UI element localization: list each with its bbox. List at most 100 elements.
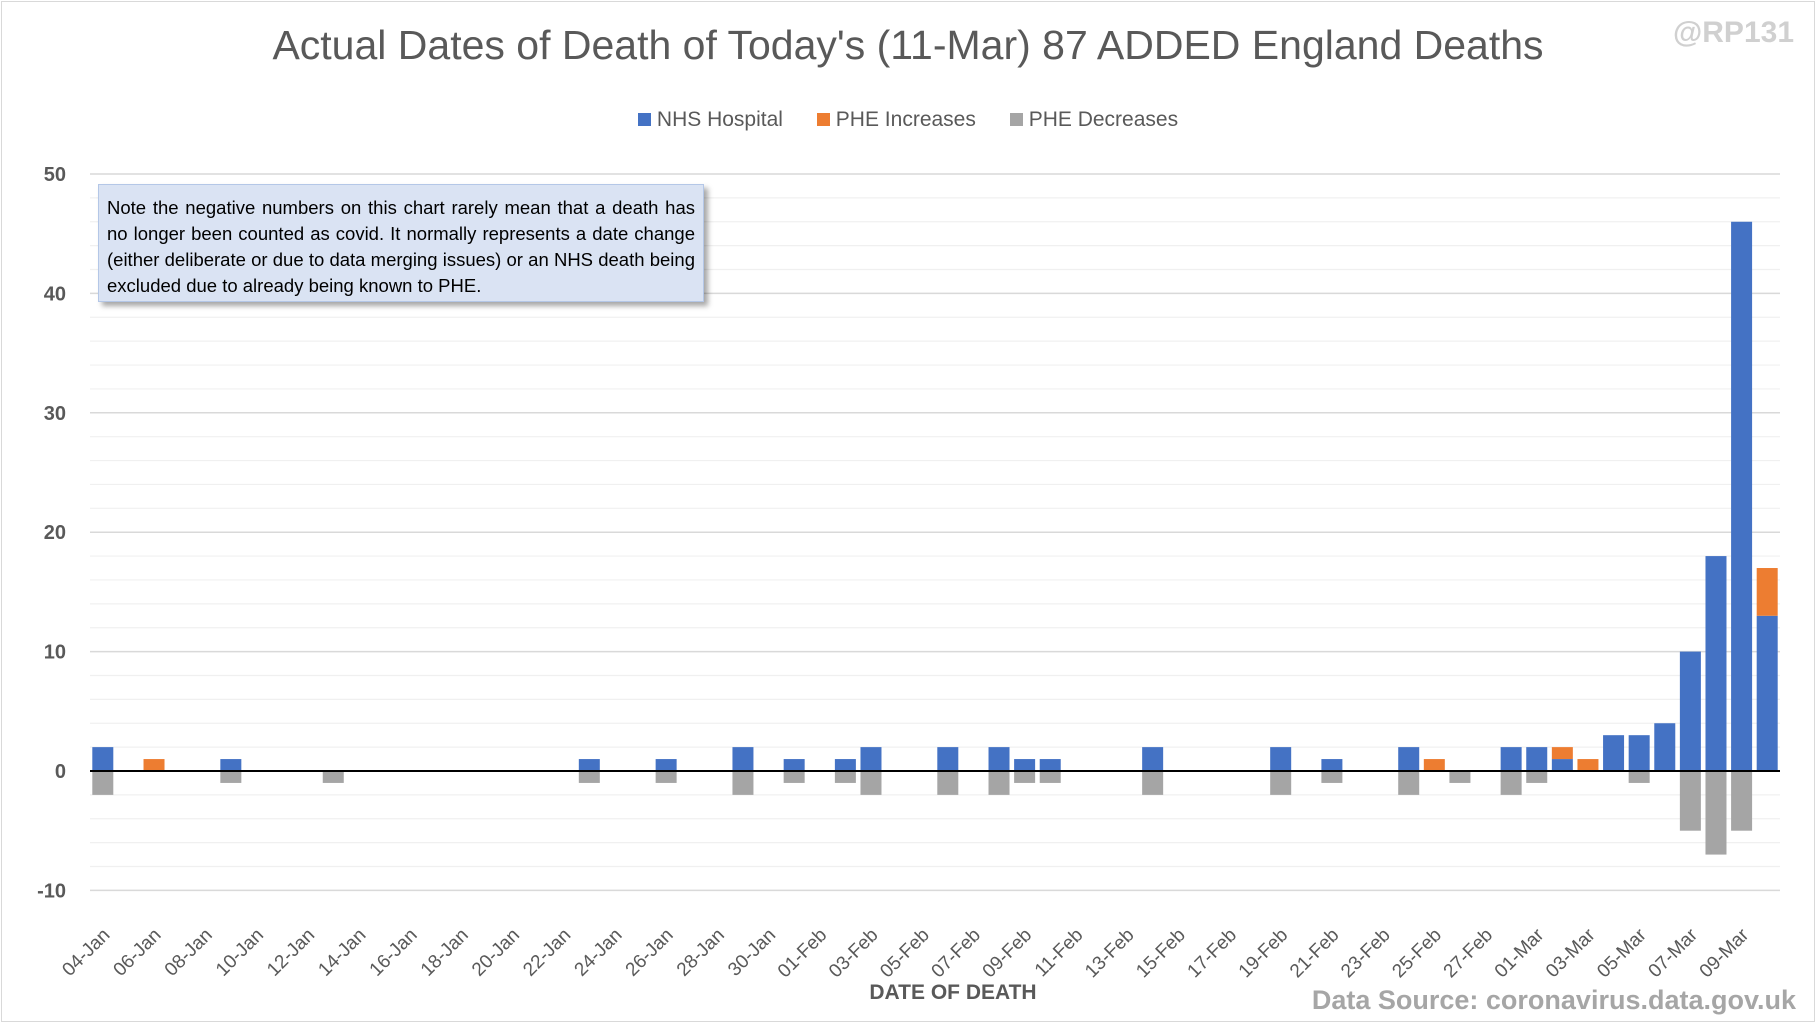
bar-nhs-hospital [1705,556,1727,771]
x-tick-label: 05-Feb [876,925,933,982]
y-tick-label: 40 [44,283,66,305]
bar-nhs-hospital [1654,723,1676,771]
legend-item-phe-decreases: PHE Decreases [1009,108,1178,132]
bar-phe-decreases [1014,771,1036,783]
bar-nhs-hospital [1500,747,1522,771]
bar-phe-decreases [92,771,114,795]
bar-phe-decreases [937,771,959,795]
x-tick-label: 13-Feb [1081,925,1138,982]
bar-nhs-hospital [220,759,242,771]
legend: NHS Hospital PHE Increases PHE Decreases [0,108,1816,132]
x-tick-label: 01-Mar [1491,924,1549,982]
bar-phe-decreases [834,771,856,783]
y-tick-label: -10 [37,880,66,902]
x-tick-label: 06-Jan [110,925,166,981]
bar-phe-decreases [1039,771,1061,783]
x-tick-label: 14-Jan [314,925,370,981]
bar-nhs-hospital [834,759,856,771]
x-tick-label: 09-Feb [979,925,1036,982]
x-tick-label: 22-Jan [519,925,575,981]
x-tick-label: 26-Jan [622,925,678,981]
bar-nhs-hospital [1270,747,1292,771]
bar-nhs-hospital [1039,759,1061,771]
bar-nhs-hospital [1014,759,1036,771]
watermark: @RP131 [1673,16,1794,49]
legend-label: PHE Increases [835,108,976,131]
bar-nhs-hospital [1551,759,1573,771]
legend-swatch [816,113,830,126]
bar-phe-decreases [220,771,242,783]
legend-swatch [1009,113,1023,126]
x-tick-label: 30-Jan [724,925,780,981]
x-tick-label: 27-Feb [1440,925,1497,982]
bar-nhs-hospital [1731,221,1753,771]
bar-phe-decreases [1321,771,1343,783]
x-tick-label: 17-Feb [1184,925,1241,982]
y-tick-label: 50 [44,164,66,186]
x-tick-label: 10-Jan [212,925,268,981]
bar-phe-decreases [1679,771,1701,831]
x-tick-label: 04-Jan [58,925,114,981]
bar-phe-decreases [1526,771,1548,783]
x-tick-label: 07-Mar [1645,924,1703,982]
bar-phe-decreases [655,771,677,783]
bar-nhs-hospital [655,759,677,771]
bar-phe-decreases [578,771,600,783]
bar-phe-increases [1756,568,1778,616]
bar-phe-increases [1551,747,1573,760]
x-tick-label: 08-Jan [161,925,217,981]
x-tick-label: 03-Mar [1542,924,1600,982]
x-tick-label: 05-Mar [1593,924,1651,982]
bar-phe-decreases [988,771,1010,795]
bar-phe-increases [143,759,165,771]
y-tick-label: 10 [44,642,66,664]
bar-phe-increases [1577,759,1599,771]
legend-item-nhs-hospital: NHS Hospital [637,108,783,132]
x-tick-label: 07-Feb [928,925,985,982]
x-tick-label: 12-Jan [263,925,319,981]
x-tick-label: 11-Feb [1031,925,1087,981]
bar-nhs-hospital [92,747,114,771]
bar-phe-decreases [1500,771,1522,795]
legend-label: NHS Hospital [656,108,783,131]
bar-nhs-hospital [732,747,754,771]
bar-phe-decreases [1142,771,1164,795]
bar-nhs-hospital [578,759,600,771]
x-tick-label: 18-Jan [417,925,473,981]
chart-title: Actual Dates of Death of Today's (11-Mar… [272,22,1544,68]
bar-phe-decreases [1705,771,1727,855]
legend-swatch [637,113,651,126]
x-tick-label: 21-Feb [1286,925,1343,982]
x-tick-label: 19-Feb [1235,925,1292,982]
x-tick-label: 01-Feb [774,925,831,982]
x-tick-label: 09-Mar [1696,924,1754,982]
bar-phe-decreases [1731,771,1753,831]
bar-phe-decreases [783,771,805,783]
x-tick-label: 20-Jan [468,925,524,981]
x-tick-label: 16-Jan [366,925,422,981]
bar-phe-decreases [860,771,882,795]
bar-nhs-hospital [1756,615,1778,771]
x-tick-label: 28-Jan [673,925,729,981]
bar-nhs-hospital [1142,747,1164,771]
x-tick-label: 15-Feb [1132,925,1189,982]
bar-nhs-hospital [860,747,882,771]
bar-nhs-hospital [1398,747,1420,771]
bar-phe-decreases [732,771,754,795]
bar-nhs-hospital [1679,651,1701,771]
bar-phe-increases [1423,759,1445,771]
bar-nhs-hospital [937,747,959,771]
bar-nhs-hospital [1321,759,1343,771]
y-tick-label: 0 [55,761,66,783]
bar-nhs-hospital [1628,735,1650,771]
bar-nhs-hospital [1603,735,1625,771]
y-tick-label: 30 [44,403,66,425]
bar-nhs-hospital [783,759,805,771]
bar-nhs-hospital [988,747,1010,771]
bar-phe-decreases [1270,771,1292,795]
y-tick-label: 20 [44,522,66,544]
x-tick-label: 24-Jan [571,925,627,981]
x-tick-label: 03-Feb [825,925,882,982]
